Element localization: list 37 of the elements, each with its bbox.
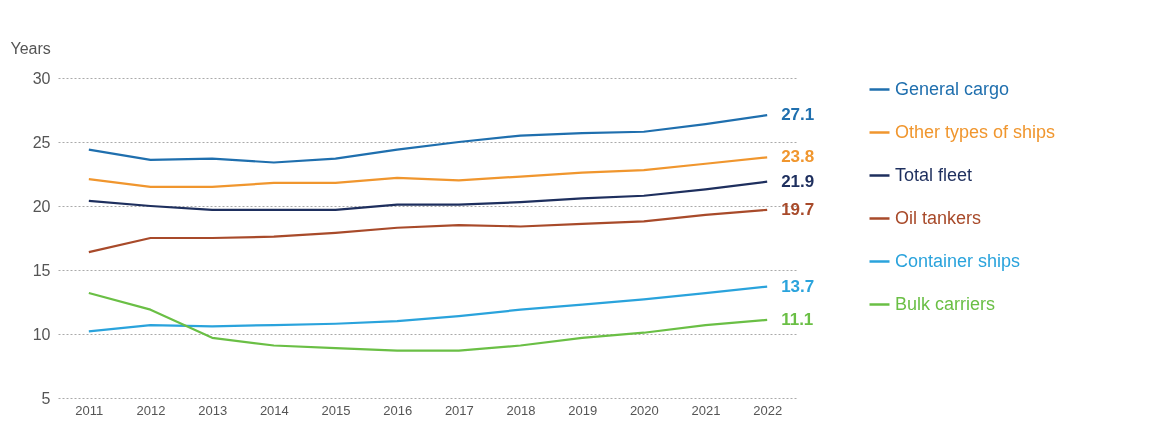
data-label: 19.7	[781, 199, 815, 219]
x-tick-label: 2022	[753, 402, 783, 418]
line-series	[87, 291, 769, 352]
legend-label: Other types of ships	[895, 121, 1056, 142]
x-tick-label: 2018	[506, 402, 536, 418]
legend-label: General cargo	[895, 78, 1010, 99]
y-tick-label: 25	[32, 133, 51, 151]
y-tick-label: 20	[32, 197, 51, 215]
y-tick-label: 10	[32, 325, 51, 343]
y-axis-title: Years	[10, 39, 51, 57]
legend-label: Bulk carriers	[895, 293, 996, 314]
line-series	[87, 114, 769, 164]
data-label: 23.8	[781, 147, 815, 167]
y-tick-label: 30	[32, 69, 51, 87]
data-label: 13.7	[781, 276, 815, 296]
legend-label: Oil tankers	[895, 207, 982, 228]
x-tick-label: 2016	[383, 402, 413, 418]
x-tick-label: 2012	[136, 402, 166, 418]
x-tick-label: 2019	[568, 402, 598, 418]
data-label: 21.9	[781, 171, 815, 191]
x-tick-label: 2011	[75, 402, 104, 418]
line-series	[87, 180, 769, 211]
y-tick-label: 15	[32, 261, 51, 279]
line-series	[87, 208, 769, 254]
x-tick-label: 2015	[321, 402, 351, 418]
data-label: 11.1	[781, 309, 814, 329]
x-tick-label: 2013	[198, 402, 228, 418]
x-tick-label: 2020	[629, 402, 659, 418]
data-label: 27.1	[781, 105, 815, 125]
line-series	[87, 285, 769, 333]
x-tick-label: 2021	[691, 402, 721, 418]
y-tick-label: 5	[41, 389, 51, 407]
x-tick-label: 2014	[259, 402, 289, 418]
line-series	[87, 156, 769, 188]
x-tick-label: 2017	[444, 402, 474, 418]
legend-label: Total fleet	[895, 164, 973, 185]
legend-label: Container ships	[895, 250, 1021, 271]
